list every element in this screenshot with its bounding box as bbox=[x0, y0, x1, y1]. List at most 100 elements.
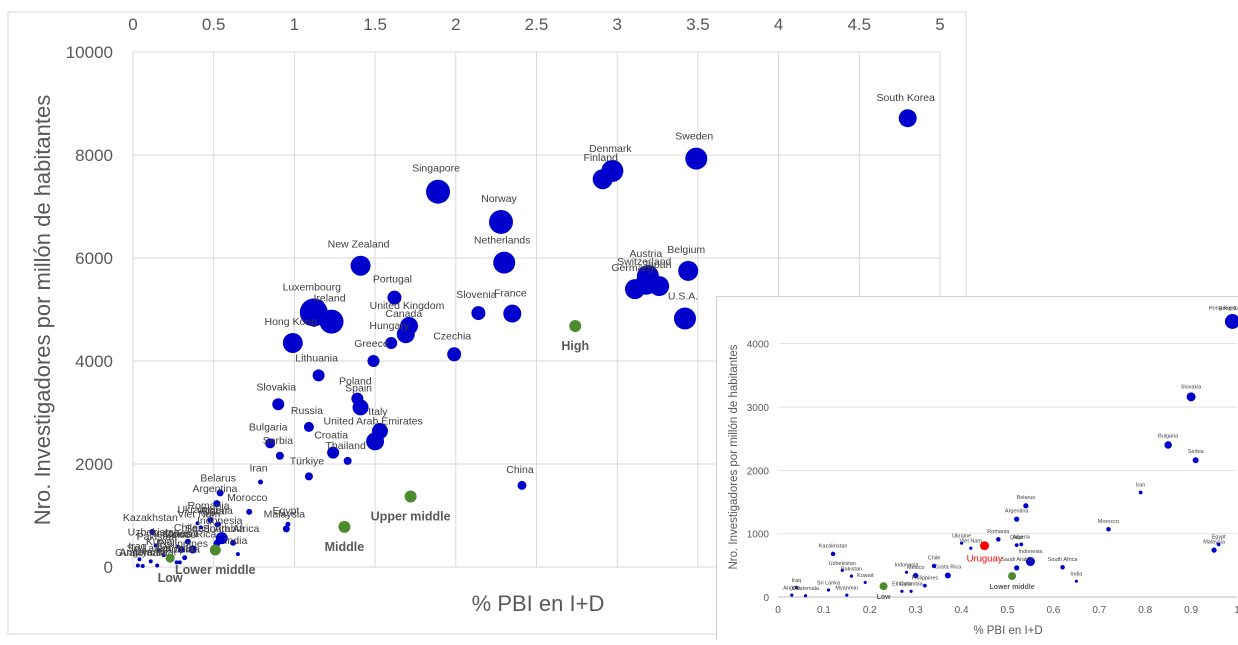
point-south-korea bbox=[898, 109, 917, 128]
point-ireland bbox=[319, 309, 344, 334]
inset-point-label-pakistan: Pakistan bbox=[841, 567, 862, 573]
point-morocco bbox=[246, 508, 253, 515]
inset-point-label-sri-lanka: Sri Lanka bbox=[817, 580, 841, 586]
point-label-hungary: Hungary bbox=[369, 320, 409, 332]
point-ukraine bbox=[195, 521, 200, 526]
point-label-united-kingdom: United Kingdom bbox=[370, 300, 445, 312]
point-viet-nam bbox=[198, 525, 203, 530]
point-hungary bbox=[385, 336, 398, 349]
point-label-lithuania: Lithuania bbox=[295, 352, 338, 364]
main-scatter-chart: 0 0.5 1 1.5 2 2.5 3 3.5 4 4.5 5 0 2000 4000 6000 8000 10… bbox=[7, 11, 967, 635]
inset-point-qatar bbox=[1014, 543, 1019, 547]
point-label-bulgaria: Bulgaria bbox=[249, 421, 288, 433]
inset-point-costa-rica bbox=[944, 572, 951, 579]
point-label-canada: Canada bbox=[385, 308, 422, 320]
point-label-hong-kong: Hong Kong bbox=[265, 316, 318, 328]
point-label-egypt: Egypt bbox=[273, 505, 300, 517]
inset-zoom-scatter-chart: 0 0.1 0.2 0.3 0.4 0.5 0.6 0.7 0.8 0.9 1 0 1000 2000 30… bbox=[728, 306, 1238, 637]
x-tick-label: 0 bbox=[128, 15, 137, 34]
inset-point-iran bbox=[1138, 490, 1143, 495]
inset-point-label-egypt: Egypt bbox=[1212, 535, 1227, 541]
point-label-italy: Italy bbox=[368, 406, 388, 418]
inset-point-label-morocco: Morocco bbox=[1098, 519, 1119, 525]
point-netherlands bbox=[493, 251, 516, 274]
inset-point-kazakhstan bbox=[830, 551, 836, 557]
inset-point-label-indonesia: Indonesia bbox=[895, 563, 920, 569]
point-belgium bbox=[678, 260, 699, 281]
point-label-greece: Greece bbox=[354, 338, 389, 350]
point-india bbox=[235, 552, 240, 557]
point-label-indonesia: Indonesia bbox=[153, 528, 199, 540]
inset-x-tick-label: 0.6 bbox=[1046, 605, 1060, 616]
point-label-france: France bbox=[494, 288, 527, 300]
point-label-serbia: Serbia bbox=[263, 435, 294, 447]
point-label-chile: Chile bbox=[174, 522, 198, 534]
inset-group-point-low bbox=[879, 582, 888, 591]
inset-point-algeria bbox=[1019, 542, 1024, 547]
point-norway bbox=[488, 209, 513, 234]
point-iran bbox=[258, 479, 264, 485]
inset-label-uruguay: Uruguay bbox=[967, 554, 1003, 565]
inset-point-label-belarus: Belarus bbox=[1017, 495, 1036, 501]
point-label-czechia: Czechia bbox=[433, 330, 471, 342]
inset-chart-panel: 0 0.1 0.2 0.3 0.4 0.5 0.6 0.7 0.8 0.9 1 0 1000 2000 30… bbox=[716, 296, 1238, 640]
inset-point-south-africa bbox=[1060, 564, 1065, 570]
inset-point-ethiopia bbox=[900, 589, 904, 593]
x-axis-title: % PBI en I+D bbox=[472, 591, 605, 616]
inset-point-label-myanmar: Myanmar bbox=[835, 586, 858, 592]
inset-x-tick-label: 0.1 bbox=[817, 605, 831, 616]
point-label-kuwait: Kuwait bbox=[146, 536, 178, 548]
point-label-sweden: Sweden bbox=[675, 131, 713, 143]
point-czechia bbox=[447, 347, 462, 362]
point-canada bbox=[396, 325, 415, 344]
point-label-uzbekistan: Uzbekistan bbox=[128, 526, 180, 538]
point-label-new-zealand: New Zealand bbox=[328, 239, 390, 251]
point-finland bbox=[592, 169, 613, 190]
y-tick-label: 4000 bbox=[75, 352, 113, 371]
point-label-sri-lanka: Sri Lanka bbox=[127, 542, 172, 554]
point-slovenia bbox=[471, 306, 486, 321]
point-serbia bbox=[275, 451, 284, 460]
point-south-africa bbox=[230, 539, 237, 546]
inset-point-serbia bbox=[1192, 457, 1199, 464]
x-tick-label: 3.5 bbox=[686, 15, 710, 34]
inset-x-tick-label: 1 bbox=[1234, 605, 1238, 616]
point-pakistan bbox=[156, 548, 161, 553]
point-label-malaysia: Malaysia bbox=[264, 508, 306, 520]
inset-point-label-india: India bbox=[1070, 572, 1083, 578]
inset-point-label-guatemala: Guatemala bbox=[792, 586, 820, 592]
point-label-u-s-a: U.S.A. bbox=[668, 291, 698, 303]
y-axis-title: Nro. Investigadores por millón de habita… bbox=[30, 95, 55, 525]
inset-point-angola bbox=[790, 593, 794, 597]
inset-point-label-kuwait: Kuwait bbox=[857, 573, 874, 579]
inset-point-romania bbox=[996, 537, 1001, 542]
inset-point-hong-kong bbox=[1226, 315, 1238, 328]
point-label-kazakhstan: Kazakhstan bbox=[123, 512, 178, 524]
inset-point-morocco bbox=[1106, 526, 1111, 532]
point-egypt bbox=[285, 521, 291, 527]
inset-point-bulgaria bbox=[1164, 441, 1172, 449]
point-label-romania: Romania bbox=[187, 500, 229, 512]
inset-x-tick-label: 0.9 bbox=[1184, 605, 1198, 616]
point-singapore bbox=[426, 179, 451, 204]
point-label-south-africa: South Africa bbox=[203, 523, 260, 535]
inset-x-tick-label: 0.3 bbox=[909, 605, 923, 616]
inset-point-label-costa-rica: Costa Rica bbox=[934, 564, 962, 570]
point-romania bbox=[207, 517, 214, 524]
inset-point-label-saudi-arabia: Saudi Arabia bbox=[1001, 557, 1033, 563]
inset-x-tick-label: 0 bbox=[775, 605, 781, 616]
point-ethiopia bbox=[174, 560, 179, 565]
inset-point-kuwait bbox=[863, 580, 867, 585]
inset-point-argentina bbox=[1014, 516, 1020, 522]
inset-point-myanmar bbox=[845, 593, 849, 597]
point-thailand bbox=[343, 456, 352, 465]
inset-point-label-romania: Romania bbox=[987, 529, 1010, 535]
point-t-rkiye bbox=[304, 472, 313, 481]
inset-point-egypt bbox=[1216, 542, 1221, 547]
inset-point-sri-lanka bbox=[826, 588, 831, 592]
y-tick-label: 6000 bbox=[75, 249, 113, 268]
group-label-high: High bbox=[561, 339, 589, 353]
group-point-lower-middle bbox=[209, 544, 221, 556]
point-lithuania bbox=[312, 369, 325, 382]
point-label-costa-rica: Costa Rica bbox=[165, 528, 217, 540]
